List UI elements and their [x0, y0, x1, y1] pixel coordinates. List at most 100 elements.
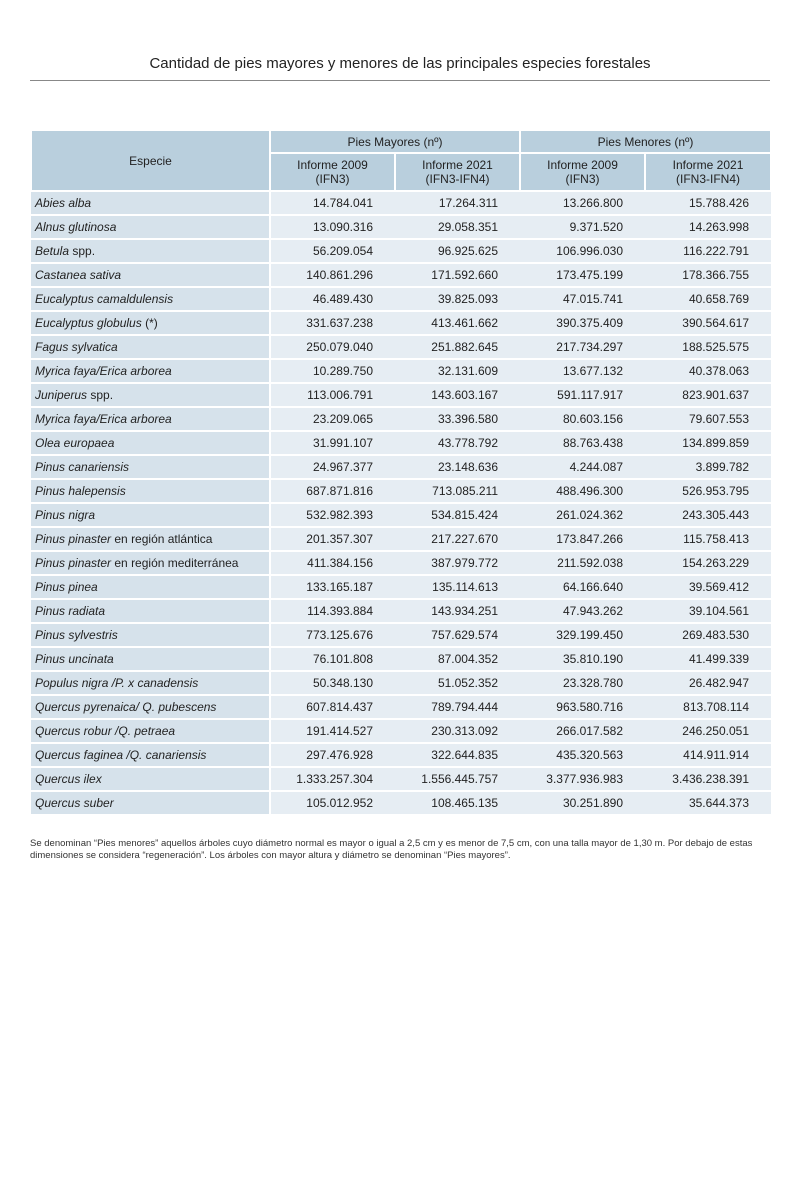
table-row: Quercus suber 105.012.952 108.465.135 30.25… [31, 791, 772, 816]
value-cell: 39.825.093 [395, 287, 521, 312]
value-cell: 56.209.054 [270, 239, 395, 264]
table-row: Alnus glutinosa 13.090.316 29.058.351 9.371… [31, 215, 772, 240]
value-cell: 3.377.936.983 [520, 767, 646, 792]
species-name: Quercus pyrenaica/ Q. pubescens [31, 695, 271, 720]
species-name: Pinus sylvestris [31, 623, 271, 648]
table-row: Pinus pinaster en región atlántica 201.35… [31, 527, 772, 552]
species-latin: Pinus pinea [35, 580, 98, 594]
value-cell: 26.482.947 [645, 671, 772, 696]
value-cell: 250.079.040 [270, 335, 395, 360]
value-cell: 14.263.998 [645, 215, 772, 240]
table-row: Betula spp. 56.209.054 96.925.625 106.996.0… [31, 239, 772, 264]
species-latin: Pinus sylvestris [35, 628, 118, 642]
species-latin: Quercus faginea /Q. canariensis [35, 748, 207, 762]
value-cell: 115.758.413 [645, 527, 772, 552]
species-latin: Eucalyptus camaldulensis [35, 292, 174, 306]
footnote: Se denominan “Pies menores” aquellos árb… [30, 838, 753, 861]
table-row: Myrica faya/Erica arborea 23.209.065 33.39… [31, 407, 772, 432]
value-cell: 4.244.087 [520, 455, 646, 480]
value-cell: 3.436.238.391 [645, 767, 772, 792]
species-latin: Quercus suber [35, 796, 114, 810]
table-row: Pinus pinea 133.165.187 135.114.613 64.166.… [31, 575, 772, 600]
value-cell: 331.637.238 [270, 311, 395, 336]
value-cell: 413.461.662 [395, 311, 521, 336]
header-mayores-2009: Informe 2009 (IFN3) [269, 152, 396, 192]
species-suffix: en región mediterránea [111, 556, 239, 570]
species-name: Pinus canariensis [31, 455, 271, 480]
species-name: Eucalyptus camaldulensis [31, 287, 271, 312]
value-cell: 390.564.617 [645, 311, 772, 336]
value-cell: 96.925.625 [395, 239, 521, 264]
species-latin: Quercus pyrenaica/ Q. pubescens [35, 700, 217, 714]
species-name: Quercus robur /Q. petraea [31, 719, 271, 744]
value-cell: 154.263.229 [645, 551, 772, 576]
value-cell: 534.815.424 [395, 503, 521, 528]
value-cell: 789.794.444 [395, 695, 521, 720]
species-name: Juniperus spp. [31, 383, 271, 408]
species-latin: Pinus pinaster [35, 532, 112, 546]
value-cell: 135.114.613 [395, 575, 521, 600]
species-latin: Fagus sylvatica [35, 340, 118, 354]
value-cell: 114.393.884 [270, 599, 395, 624]
species-name: Quercus faginea /Q. canariensis [31, 743, 271, 768]
species-suffix: en región atlántica [111, 532, 213, 546]
table-row: Quercus robur /Q. petraea 191.414.527 230.… [31, 719, 772, 744]
table-row: Eucalyptus globulus (*) 331.637.238 413.46… [31, 311, 772, 336]
table-row: Abies alba 14.784.041 17.264.311 13.266.800… [31, 191, 772, 216]
value-cell: 13.677.132 [520, 359, 646, 384]
value-cell: 33.396.580 [395, 407, 521, 432]
species-latin: Pinus uncinata [35, 652, 114, 666]
species-latin: Castanea sativa [35, 268, 122, 282]
value-cell: 217.734.297 [520, 335, 646, 360]
value-cell: 87.004.352 [395, 647, 521, 672]
value-cell: 143.934.251 [395, 599, 521, 624]
species-latin: Quercus robur /Q. petraea [35, 724, 176, 738]
value-cell: 526.953.795 [645, 479, 772, 504]
value-cell: 246.250.051 [645, 719, 772, 744]
species-name: Pinus halepensis [31, 479, 271, 504]
value-cell: 322.644.835 [395, 743, 521, 768]
species-latin: Pinus halepensis [35, 484, 126, 498]
value-cell: 35.644.373 [645, 791, 772, 816]
value-cell: 50.348.130 [270, 671, 395, 696]
value-cell: 108.465.135 [395, 791, 521, 816]
value-cell: 30.251.890 [520, 791, 646, 816]
table-row: Castanea sativa 140.861.296 171.592.660 173… [31, 263, 772, 288]
species-latin: Myrica faya/Erica arborea [35, 364, 172, 378]
value-cell: 40.658.769 [645, 287, 772, 312]
value-cell: 143.603.167 [395, 383, 521, 408]
table-row: Quercus faginea /Q. canariensis 297.476.9… [31, 743, 772, 768]
value-cell: 116.222.791 [645, 239, 772, 264]
value-cell: 32.131.609 [395, 359, 521, 384]
species-latin: Olea europaea [35, 436, 115, 450]
value-cell: 80.603.156 [520, 407, 646, 432]
species-name: Betula spp. [31, 239, 271, 264]
value-cell: 13.266.800 [520, 191, 646, 216]
species-name: Pinus pinaster en región mediterránea [31, 551, 271, 576]
value-cell: 963.580.716 [520, 695, 646, 720]
species-latin: Juniperus [35, 388, 88, 402]
value-cell: 757.629.574 [395, 623, 521, 648]
value-cell: 40.378.063 [645, 359, 772, 384]
value-cell: 23.209.065 [270, 407, 395, 432]
value-cell: 3.899.782 [645, 455, 772, 480]
value-cell: 607.814.437 [270, 695, 395, 720]
value-cell: 47.943.262 [520, 599, 646, 624]
value-cell: 39.569.412 [645, 575, 772, 600]
table-row: Pinus canariensis 24.967.377 23.148.636 4.2… [31, 455, 772, 480]
value-cell: 217.227.670 [395, 527, 521, 552]
value-cell: 411.384.156 [270, 551, 395, 576]
value-cell: 43.778.792 [395, 431, 521, 456]
value-cell: 173.847.266 [520, 527, 646, 552]
value-cell: 113.006.791 [270, 383, 395, 408]
species-latin: Alnus glutinosa [35, 220, 117, 234]
species-table: Especie Pies Mayores (nº) Pies Menores (… [30, 129, 773, 816]
species-latin: Pinus radiata [35, 604, 106, 618]
value-cell: 813.708.114 [645, 695, 772, 720]
species-name: Quercus suber [31, 791, 271, 816]
species-name: Olea europaea [31, 431, 271, 456]
value-cell: 29.058.351 [395, 215, 521, 240]
table-row: Pinus halepensis 687.871.816 713.085.211 48… [31, 479, 772, 504]
value-cell: 188.525.575 [645, 335, 772, 360]
value-cell: 35.810.190 [520, 647, 646, 672]
